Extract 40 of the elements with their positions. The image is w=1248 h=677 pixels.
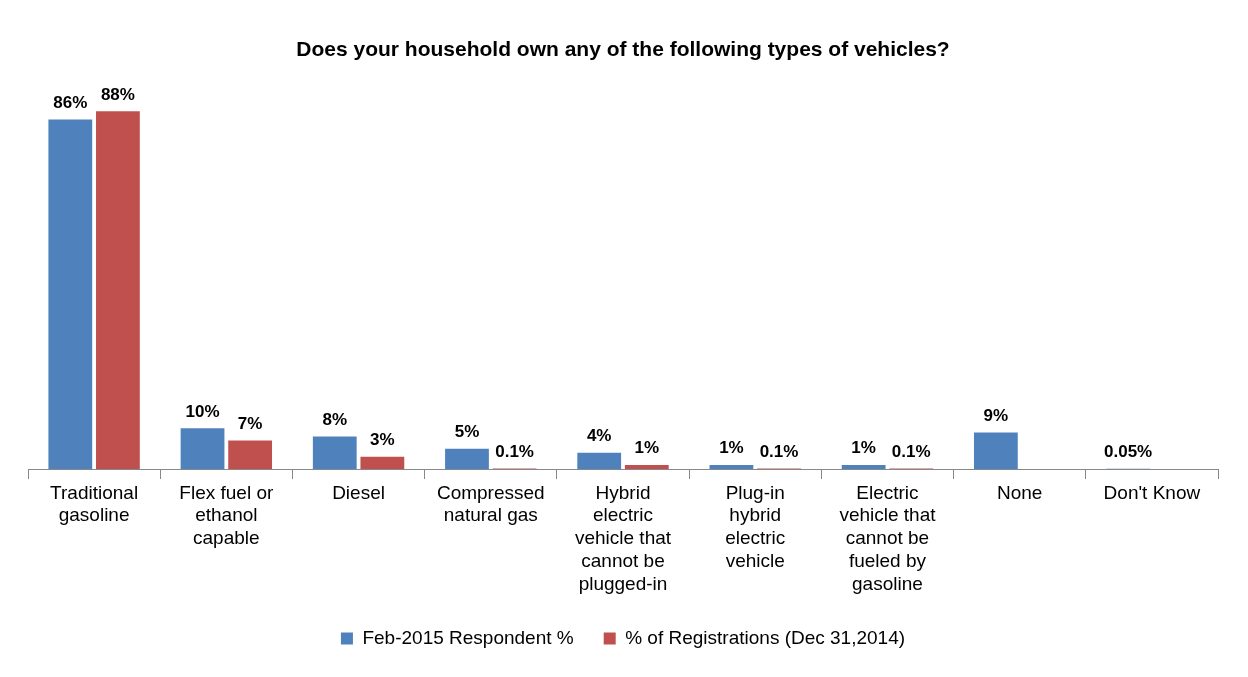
x-tick-label: Don't Know (1103, 481, 1201, 503)
x-tick-label: Traditional gasoline (50, 481, 139, 526)
bar (577, 452, 622, 469)
data-label: 8% (322, 409, 348, 429)
chart-title: Does your household own any of the following types of vehicles? (296, 37, 950, 61)
x-tick-label: Plug-in hybrid electric vehicle (725, 481, 786, 572)
bar (96, 111, 140, 469)
bar (445, 448, 489, 469)
bar (973, 432, 1018, 469)
bar (360, 456, 405, 469)
bar (180, 428, 225, 469)
data-label: 9% (983, 405, 1009, 425)
data-label: 1% (851, 438, 876, 458)
data-label: 4% (586, 425, 612, 445)
x-tick-label: Hybrid electric vehicle that cannot be plugged-in (574, 481, 672, 594)
data-label: 88% (100, 84, 135, 104)
bar (709, 464, 754, 469)
x-tick-label: Electric vehicle that cannot be fueled by gasoline (839, 481, 937, 594)
data-label: 3% (370, 429, 395, 449)
bar (48, 119, 93, 469)
bar (228, 440, 273, 469)
legend-label: % of Registrations (Dec 31,2014) (625, 626, 906, 648)
data-label: 0.1% (759, 441, 799, 461)
data-label: 7% (237, 413, 263, 433)
bar (624, 464, 669, 469)
data-label: 0.05% (1103, 441, 1153, 461)
x-tick-label: Compressed natural gas (436, 481, 545, 526)
data-label: 10% (185, 401, 220, 421)
data-label: 5% (454, 421, 480, 441)
x-tick-label: Diesel (332, 481, 385, 503)
data-label: 1% (719, 438, 744, 458)
bar (841, 464, 886, 469)
x-tick-label: Flex fuel or ethanol capable (179, 481, 274, 549)
data-label: 0.1% (495, 441, 534, 461)
data-label: 1% (634, 438, 660, 458)
legend-label: Feb-2015 Respondent % (362, 626, 574, 648)
data-label: 0.1% (891, 441, 931, 461)
data-label: 86% (53, 92, 88, 112)
x-tick-label: None (996, 481, 1043, 503)
bar (312, 436, 357, 469)
